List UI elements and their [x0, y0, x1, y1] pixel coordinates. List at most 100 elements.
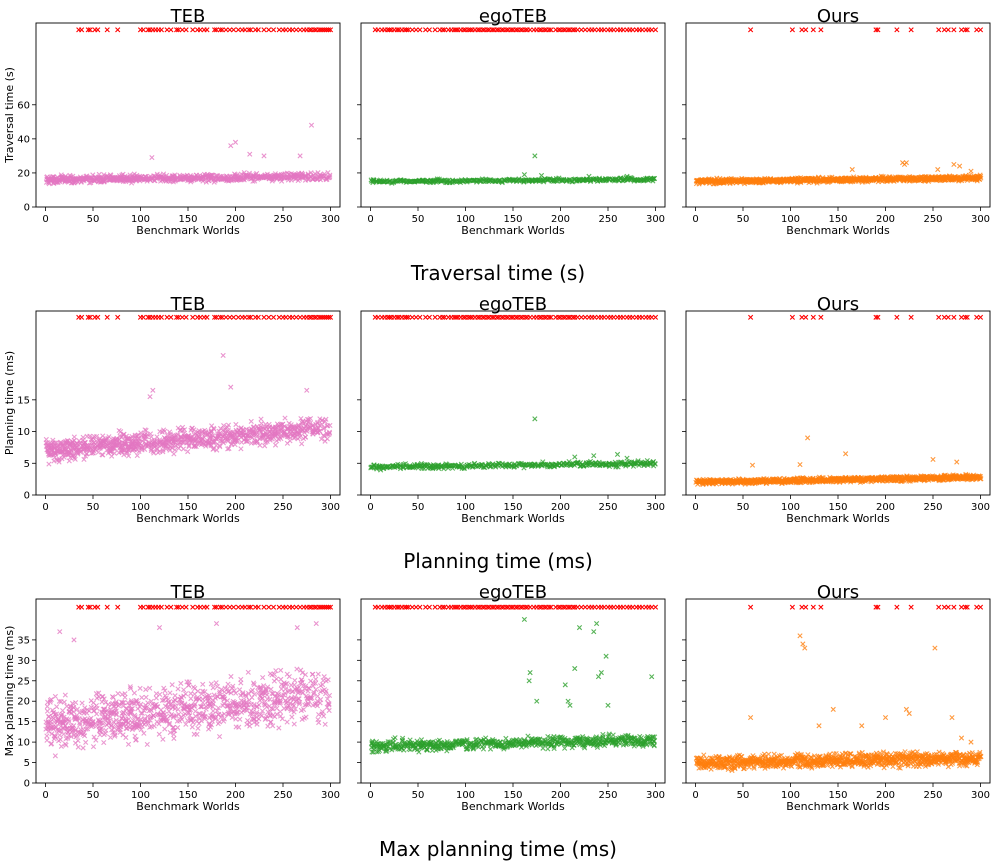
subplot-title: egoTEB — [479, 294, 547, 315]
failure-marker — [235, 27, 241, 33]
failure-marker — [227, 27, 233, 33]
x-tick-label: 300 — [971, 214, 990, 225]
failure-marker — [255, 27, 261, 33]
x-tick-label: 150 — [828, 214, 847, 225]
x-tick-label: 250 — [923, 214, 942, 225]
failure-marker — [639, 27, 645, 33]
failure-marker — [461, 27, 467, 33]
y-tick-label: 20 — [17, 697, 30, 708]
failure-marker — [324, 27, 330, 33]
failure-marker — [246, 27, 252, 33]
y-axis-label: Max planning time (ms) — [3, 626, 16, 757]
data-point — [516, 176, 522, 182]
x-tick-label: 300 — [646, 214, 665, 225]
y-axis-label: Planning time (ms) — [3, 351, 16, 455]
failure-marker — [652, 27, 659, 33]
failure-marker — [261, 27, 267, 33]
y-tick-label: 10 — [17, 427, 30, 438]
failure-marker — [213, 27, 220, 33]
failure-marker — [404, 27, 410, 33]
failure-marker — [480, 27, 486, 33]
failure-marker — [402, 27, 408, 33]
data-point — [250, 178, 256, 184]
failure-marker — [104, 27, 110, 33]
x-tick-label: 250 — [598, 502, 617, 513]
x-tick-label: 200 — [226, 214, 245, 225]
failure-marker — [316, 27, 322, 33]
outlier-point — [308, 122, 315, 128]
failure-marker — [283, 27, 289, 33]
subplot-title: egoTEB — [479, 6, 547, 27]
failure-marker — [575, 27, 581, 33]
x-axis-label: Benchmark Worlds — [136, 224, 240, 237]
failure-marker — [320, 27, 326, 33]
y-tick-label: 0 — [24, 491, 30, 502]
failure-marker — [95, 27, 101, 33]
x-axis-label: Benchmark Worlds — [786, 512, 890, 525]
failure-marker — [179, 27, 185, 33]
failure-marker — [231, 27, 237, 33]
x-tick-label: 300 — [971, 502, 990, 513]
x-tick-label: 50 — [87, 502, 100, 513]
x-axis-label: Benchmark Worlds — [136, 800, 240, 813]
x-tick-label: 100 — [781, 214, 800, 225]
data-point — [326, 175, 332, 181]
failure-marker — [527, 27, 533, 33]
failure-marker — [212, 27, 218, 33]
x-tick-label: 0 — [692, 214, 698, 225]
failure-marker — [494, 27, 500, 33]
data-point — [618, 175, 624, 181]
x-tick-label: 250 — [273, 502, 292, 513]
failure-marker — [307, 27, 313, 33]
failure-marker — [522, 27, 528, 33]
outlier-point — [232, 139, 239, 145]
x-axis-label: Benchmark Worlds — [136, 512, 240, 525]
failure-marker — [326, 27, 332, 33]
subplot-title: Ours — [817, 6, 859, 27]
x-tick-label: 150 — [503, 214, 522, 225]
x-tick-label: 100 — [131, 214, 150, 225]
failure-marker — [145, 27, 151, 33]
failure-marker — [499, 27, 505, 33]
x-tick-label: 50 — [87, 214, 100, 225]
y-tick-label: 25 — [17, 676, 30, 687]
x-tick-label: 50 — [412, 502, 425, 513]
failure-marker — [242, 27, 248, 33]
failure-marker — [541, 27, 547, 33]
failure-marker — [276, 27, 282, 33]
failure-marker — [484, 27, 490, 33]
failure-marker — [85, 27, 91, 33]
failure-marker — [223, 27, 229, 33]
x-tick-label: 300 — [646, 502, 665, 513]
failure-marker — [174, 27, 180, 33]
y-tick-label: 15 — [17, 395, 30, 406]
subplot-title: TEB — [170, 582, 206, 603]
failure-marker — [426, 27, 432, 33]
plot-frame — [360, 22, 666, 208]
failure-marker — [204, 27, 210, 33]
failure-marker — [537, 27, 543, 33]
plot-frame — [35, 310, 341, 496]
failure-marker — [409, 27, 415, 33]
x-tick-label: 200 — [551, 214, 570, 225]
x-tick-label: 0 — [42, 502, 48, 513]
failure-marker — [413, 27, 419, 33]
subplot-title: Ours — [817, 294, 859, 315]
failure-marker — [394, 27, 400, 33]
failure-marker — [140, 27, 146, 33]
y-tick-label: 40 — [17, 134, 30, 145]
failure-marker — [611, 27, 617, 33]
failure-marker — [289, 27, 296, 33]
x-axis-label: Benchmark Worlds — [461, 224, 565, 237]
subplot-title: TEB — [170, 294, 206, 315]
outlier-point — [149, 155, 155, 161]
y-tick-label: 35 — [17, 635, 30, 646]
failure-marker — [513, 27, 519, 33]
outlier-point — [247, 151, 253, 157]
failure-marker — [158, 27, 164, 33]
x-tick-label: 0 — [367, 214, 373, 225]
